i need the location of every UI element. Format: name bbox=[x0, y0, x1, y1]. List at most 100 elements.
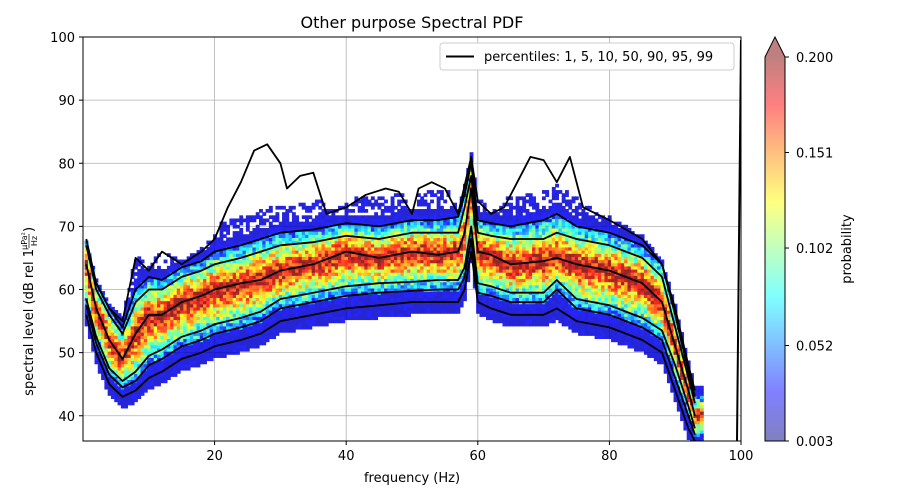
heatmap-cell bbox=[397, 250, 402, 254]
heatmap-cell bbox=[397, 313, 402, 317]
heatmap-cell bbox=[229, 328, 234, 333]
heatmap-cell bbox=[341, 268, 346, 273]
heatmap-cell bbox=[426, 272, 431, 276]
heatmap-cell bbox=[94, 316, 99, 321]
heatmap-cell bbox=[344, 310, 349, 314]
heatmap-cell bbox=[255, 306, 260, 311]
heatmap-cell bbox=[183, 272, 188, 276]
heatmap-cell bbox=[219, 253, 224, 257]
heatmap-cell bbox=[219, 231, 224, 235]
heatmap-cell bbox=[509, 227, 513, 232]
heatmap-cell bbox=[245, 310, 250, 314]
heatmap-cell bbox=[212, 313, 217, 317]
heatmap-cell bbox=[245, 272, 250, 276]
heatmap-cell bbox=[127, 385, 132, 390]
heatmap-cell bbox=[196, 287, 201, 292]
heatmap-cell bbox=[479, 268, 484, 273]
heatmap-cell bbox=[203, 287, 207, 292]
heatmap-cell bbox=[282, 300, 286, 305]
heatmap-cell bbox=[219, 300, 224, 305]
heatmap-cell bbox=[157, 341, 161, 346]
heatmap-cell bbox=[433, 272, 438, 276]
heatmap-cell bbox=[518, 265, 523, 270]
heatmap-cell bbox=[433, 193, 438, 197]
heatmap-cell bbox=[482, 281, 487, 286]
heatmap-cell bbox=[354, 231, 359, 235]
heatmap-cell bbox=[216, 253, 221, 257]
heatmap-cell bbox=[104, 319, 109, 324]
heatmap-cell bbox=[416, 281, 421, 286]
heatmap-cell bbox=[196, 313, 201, 317]
heatmap-cell bbox=[416, 215, 421, 220]
heatmap-cell bbox=[212, 275, 217, 280]
heatmap-cell bbox=[127, 322, 132, 327]
heatmap-cell bbox=[232, 338, 237, 343]
heatmap-cell bbox=[354, 306, 359, 311]
heatmap-cell bbox=[522, 284, 527, 289]
heatmap-cell bbox=[265, 281, 270, 286]
heatmap-cell bbox=[532, 284, 536, 289]
heatmap-cell bbox=[193, 297, 198, 302]
heatmap-cell bbox=[351, 243, 356, 248]
heatmap-cell bbox=[321, 246, 326, 251]
heatmap-cell bbox=[91, 310, 96, 314]
heatmap-cell bbox=[331, 303, 336, 308]
heatmap-cell bbox=[528, 196, 533, 201]
heatmap-cell bbox=[318, 212, 323, 216]
heatmap-cell bbox=[380, 259, 385, 264]
heatmap-cell bbox=[268, 275, 273, 280]
heatmap-cell bbox=[295, 275, 300, 280]
heatmap-cell bbox=[423, 303, 428, 308]
heatmap-cell bbox=[318, 221, 323, 226]
heatmap-cell bbox=[193, 347, 198, 352]
heatmap-cell bbox=[193, 325, 198, 330]
heatmap-cell bbox=[509, 303, 513, 308]
heatmap-cell bbox=[137, 278, 142, 283]
heatmap-cell bbox=[397, 259, 402, 264]
heatmap-cell bbox=[499, 243, 504, 248]
heatmap-cell bbox=[308, 294, 313, 298]
heatmap-cell bbox=[295, 272, 300, 276]
heatmap-cell bbox=[268, 256, 273, 261]
heatmap-cell bbox=[298, 256, 303, 261]
heatmap-cell bbox=[351, 278, 356, 283]
heatmap-cell bbox=[314, 275, 319, 280]
heatmap-cell bbox=[262, 234, 267, 239]
heatmap-cell bbox=[196, 363, 201, 368]
heatmap-cell bbox=[298, 268, 303, 273]
heatmap-cell bbox=[245, 287, 250, 292]
heatmap-cell bbox=[206, 310, 211, 314]
heatmap-cell bbox=[295, 268, 300, 273]
heatmap-cell bbox=[357, 231, 362, 235]
heatmap-cell bbox=[298, 265, 303, 270]
heatmap-cell bbox=[400, 313, 405, 317]
heatmap-cell bbox=[278, 227, 283, 232]
heatmap-cell bbox=[416, 256, 421, 261]
heatmap-cell bbox=[301, 310, 306, 314]
heatmap-cell bbox=[133, 325, 138, 330]
heatmap-cell bbox=[242, 265, 247, 270]
heatmap-cell bbox=[285, 250, 290, 254]
heatmap-cell bbox=[104, 303, 109, 308]
heatmap-cell bbox=[426, 253, 431, 257]
heatmap-cell bbox=[433, 275, 438, 280]
heatmap-cell bbox=[410, 234, 415, 239]
heatmap-cell bbox=[502, 246, 507, 251]
heatmap-cell bbox=[403, 278, 408, 283]
heatmap-cell bbox=[127, 354, 132, 358]
heatmap-cell bbox=[133, 294, 138, 298]
heatmap-cell bbox=[239, 287, 244, 292]
heatmap-cell bbox=[515, 297, 520, 302]
heatmap-cell bbox=[219, 322, 224, 327]
heatmap-cell bbox=[370, 310, 375, 314]
heatmap-cell bbox=[206, 344, 211, 349]
heatmap-cell bbox=[301, 291, 306, 295]
heatmap-cell bbox=[397, 272, 402, 276]
heatmap-cell bbox=[476, 221, 481, 226]
heatmap-cell bbox=[170, 294, 175, 298]
heatmap-cell bbox=[173, 328, 178, 333]
heatmap-cell bbox=[262, 259, 267, 264]
heatmap-cell bbox=[130, 332, 135, 336]
heatmap-cell bbox=[384, 205, 388, 210]
heatmap-cell bbox=[130, 395, 135, 399]
